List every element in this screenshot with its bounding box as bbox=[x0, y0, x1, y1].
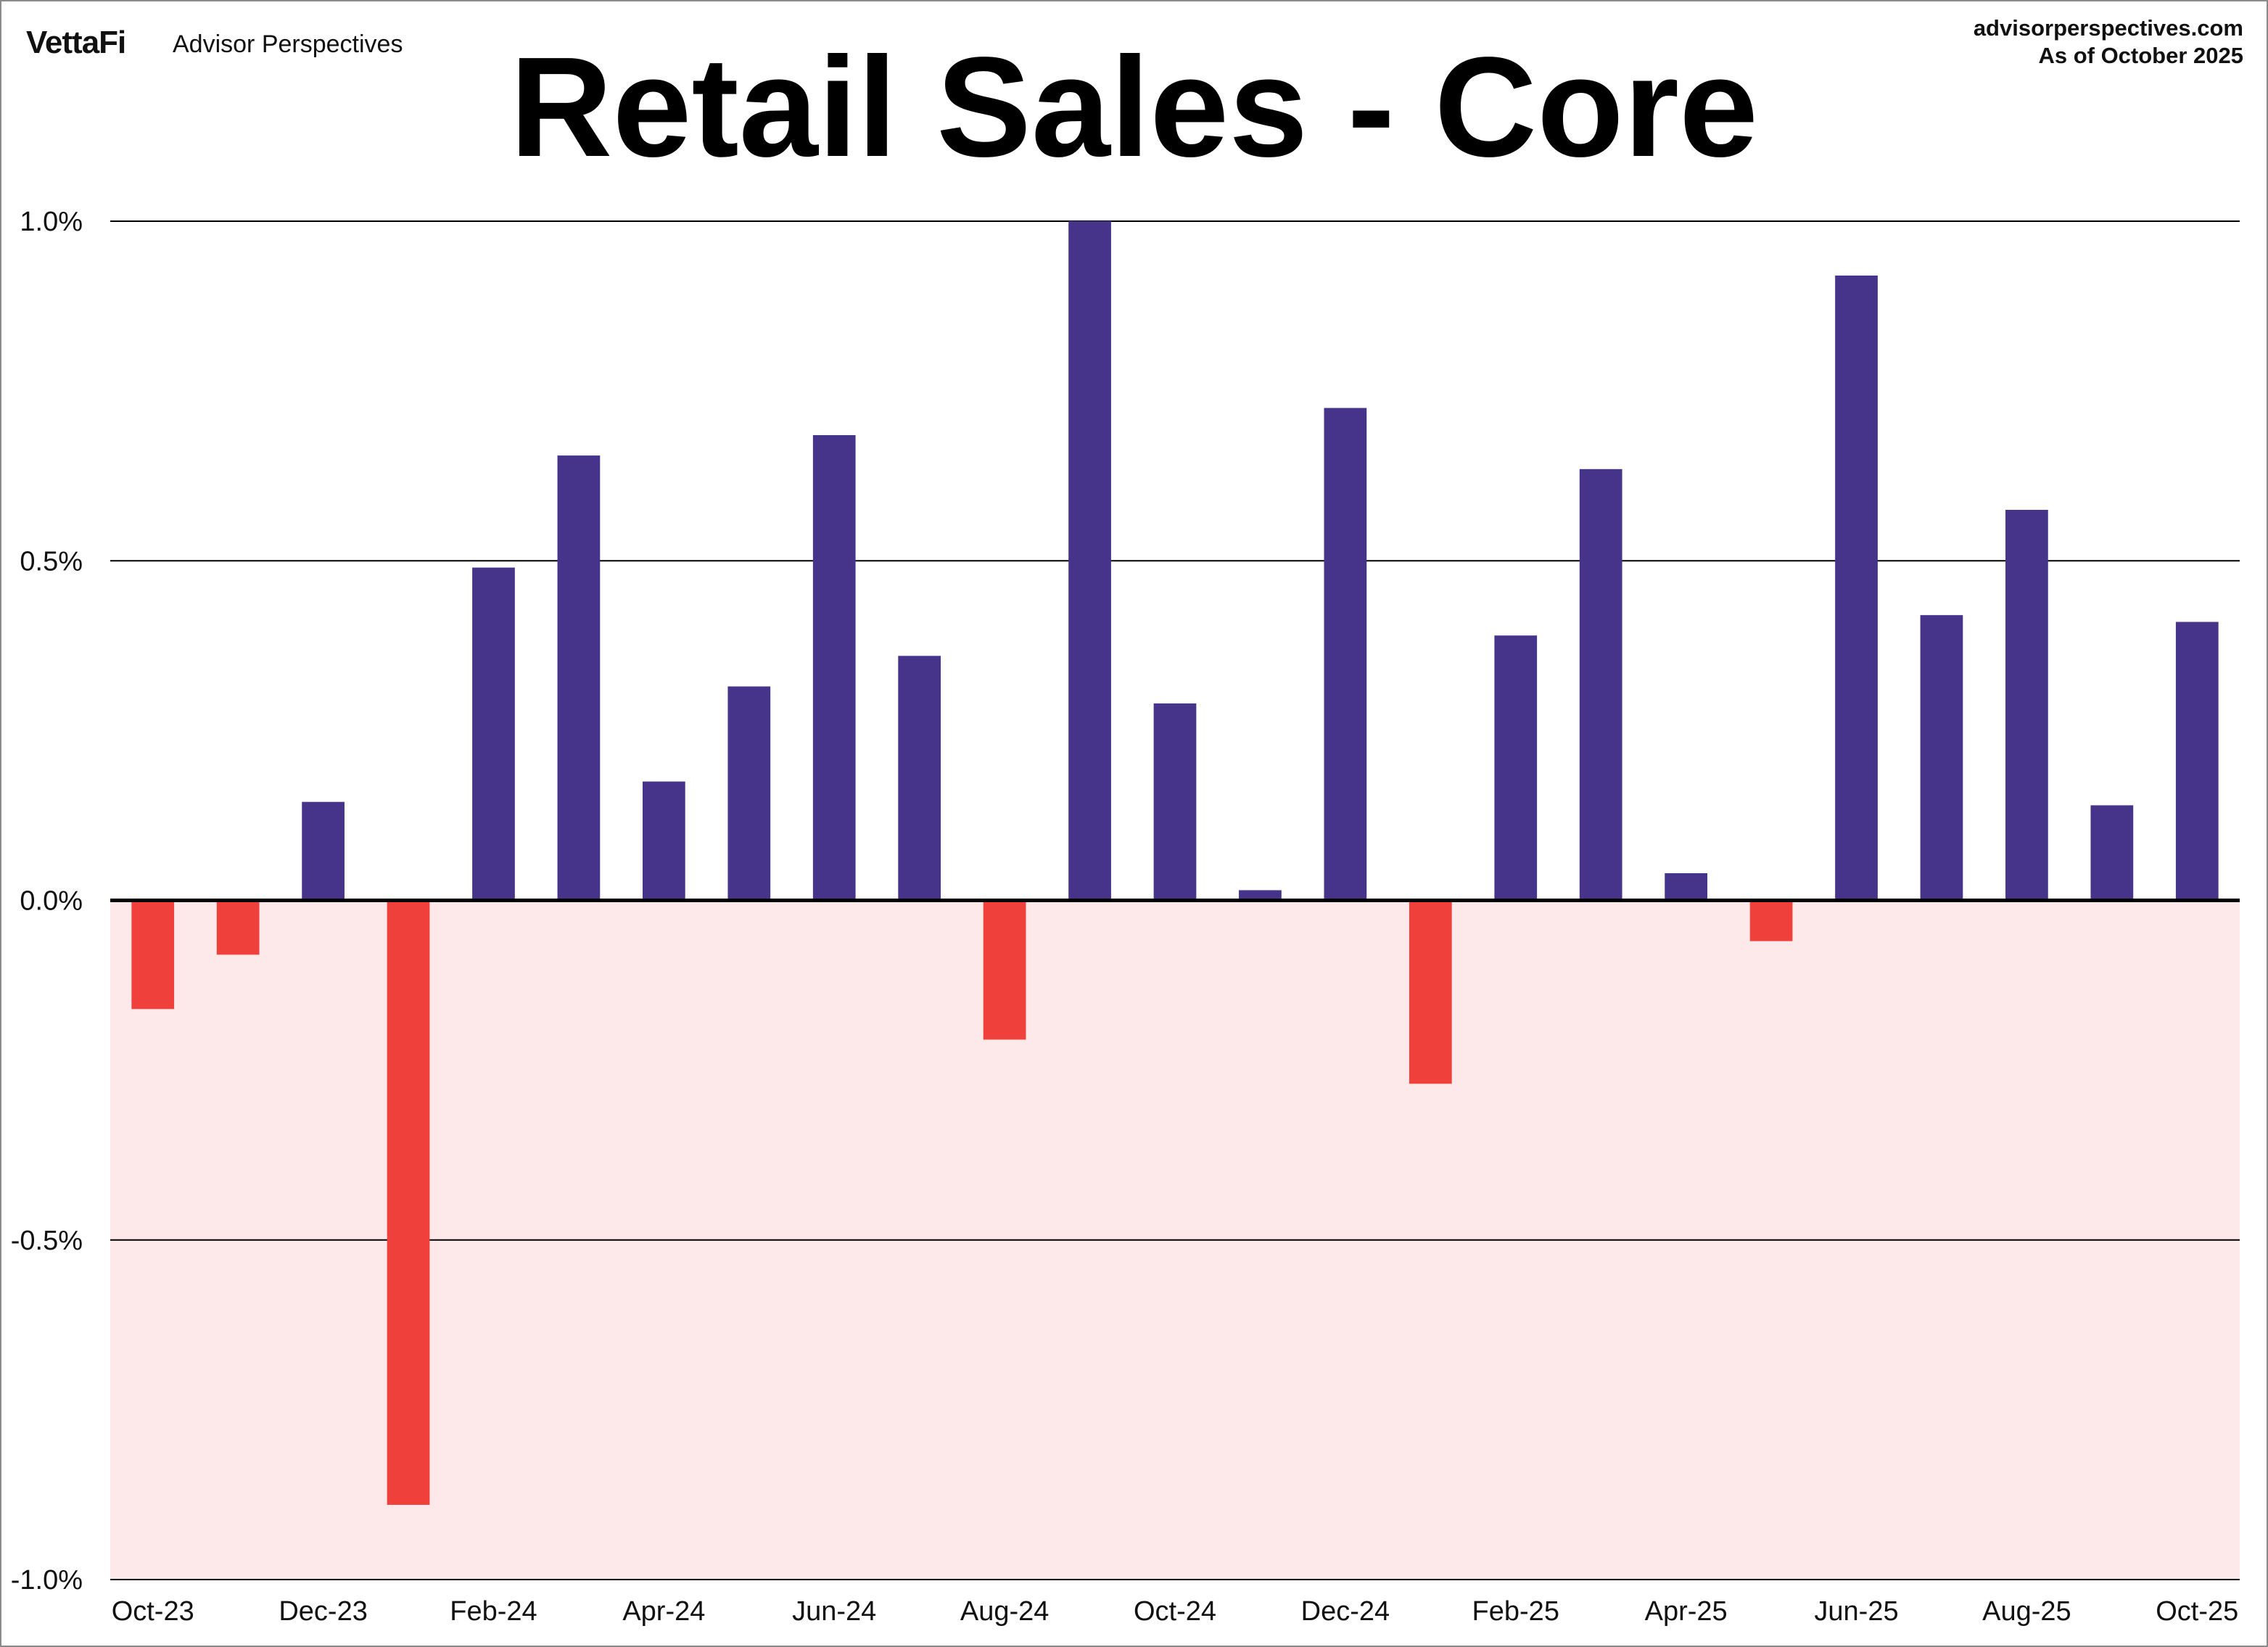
x-tick-label: Jun-25 bbox=[1814, 1596, 1898, 1627]
bar-sep-24 bbox=[1068, 221, 1111, 901]
x-tick-label: Apr-24 bbox=[622, 1596, 705, 1627]
bar-nov-24 bbox=[1239, 890, 1282, 901]
x-tick-label: Apr-25 bbox=[1645, 1596, 1728, 1627]
bar-apr-24 bbox=[643, 781, 685, 901]
bar-jun-24 bbox=[812, 434, 856, 901]
source-url: advisorperspectives.com bbox=[1973, 15, 2243, 41]
y-tick-label: 0.0% bbox=[20, 886, 83, 917]
bar-nov-23 bbox=[216, 900, 260, 955]
bar-jul-24 bbox=[898, 656, 941, 901]
y-tick-label: -1.0% bbox=[11, 1565, 83, 1596]
bar-jan-24 bbox=[387, 900, 430, 1505]
bar-sep-25 bbox=[2090, 805, 2134, 901]
bar-feb-24 bbox=[472, 567, 515, 901]
x-tick-label: Dec-23 bbox=[279, 1596, 368, 1627]
bar-aug-24 bbox=[983, 900, 1026, 1040]
y-tick-label: 0.5% bbox=[20, 546, 83, 577]
brand-name: Advisor Perspectives bbox=[173, 30, 403, 58]
bar-dec-24 bbox=[1324, 408, 1367, 901]
bar-mar-24 bbox=[557, 455, 601, 901]
x-tick-label: Feb-24 bbox=[450, 1596, 537, 1627]
x-tick-label: Dec-24 bbox=[1301, 1596, 1390, 1627]
x-tick-label: Oct-23 bbox=[112, 1596, 194, 1627]
bar-aug-25 bbox=[2005, 510, 2048, 901]
chart-title: Retail Sales - Core bbox=[509, 28, 1759, 186]
bar-apr-25 bbox=[1665, 873, 1707, 901]
vettafi-logo: VettaFi bbox=[26, 25, 126, 60]
source-block: advisorperspectives.com As of October 20… bbox=[1974, 15, 2243, 70]
x-tick-label: Aug-25 bbox=[1982, 1596, 2071, 1627]
y-tick-label: -0.5% bbox=[11, 1226, 83, 1256]
bar-oct-25 bbox=[2175, 622, 2219, 901]
bar-oct-23 bbox=[131, 900, 175, 1010]
x-tick-label: Jun-24 bbox=[792, 1596, 876, 1627]
bar-feb-25 bbox=[1494, 635, 1538, 901]
bar-may-24 bbox=[727, 686, 771, 901]
bar-mar-25 bbox=[1579, 468, 1622, 901]
bar-jul-25 bbox=[1920, 615, 1963, 901]
y-tick-label: 1.0% bbox=[20, 207, 83, 237]
bar-dec-23 bbox=[302, 801, 345, 901]
bar-oct-24 bbox=[1153, 703, 1197, 901]
x-tick-label: Aug-24 bbox=[960, 1596, 1050, 1627]
x-tick-label: Oct-25 bbox=[2156, 1596, 2238, 1627]
bar-jun-25 bbox=[1835, 275, 1878, 901]
x-tick-label: Oct-24 bbox=[1134, 1596, 1216, 1627]
x-tick-label: Feb-25 bbox=[1472, 1596, 1559, 1627]
as-of-date: As of October 2025 bbox=[2038, 43, 2243, 68]
bar-may-25 bbox=[1749, 900, 1793, 941]
bar-jan-25 bbox=[1409, 900, 1452, 1084]
